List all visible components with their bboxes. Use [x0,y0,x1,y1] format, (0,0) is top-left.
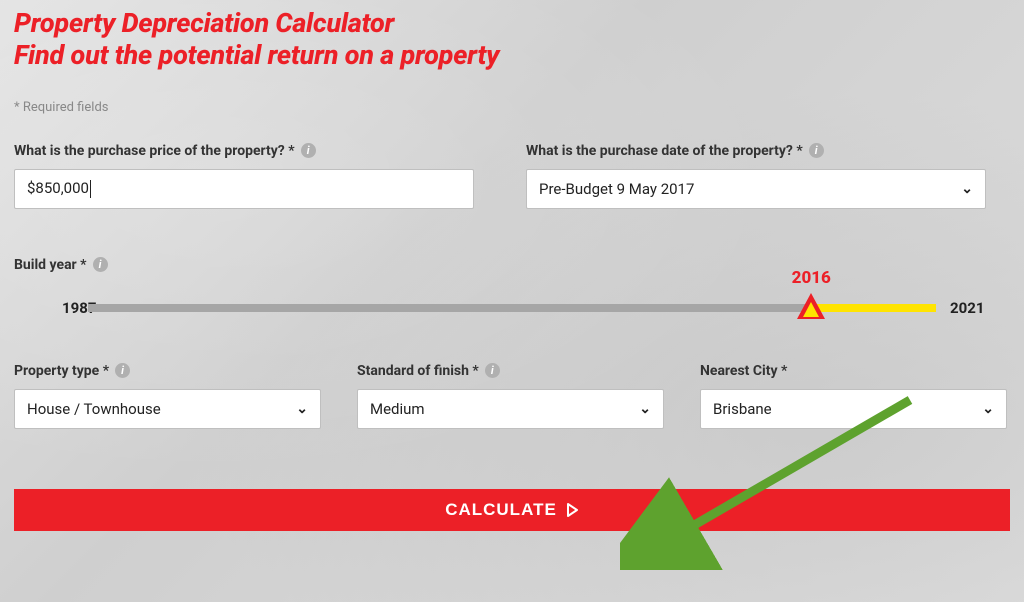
slider-fill [811,304,936,312]
label-text: Nearest City * [700,363,787,379]
purchase-price-input[interactable]: $850,000 [14,169,474,209]
chevron-down-icon: ⌄ [961,181,973,197]
slider-min-label: 1987 [14,299,74,317]
input-value: $850,000 [27,179,89,197]
slider-max-label: 2021 [950,299,1010,317]
play-icon [565,503,579,517]
select-value: Medium [370,400,425,418]
info-icon[interactable]: i [93,257,108,272]
label-property-type: Property type * i [14,363,321,379]
nearest-city-select[interactable]: Brisbane ⌄ [700,389,1007,429]
title-line-2: Find out the potential return on a prope… [14,39,499,71]
info-icon[interactable]: i [485,363,500,378]
label-purchase-price: What is the purchase price of the proper… [14,143,474,159]
chevron-down-icon: ⌄ [296,401,308,417]
button-label: CALCULATE [445,500,557,520]
label-text: Build year * [14,257,87,273]
select-value: Pre-Budget 9 May 2017 [539,180,694,198]
triangle-icon [795,291,827,321]
label-text: Standard of finish * [357,363,479,379]
label-nearest-city: Nearest City * [700,363,1007,379]
info-icon[interactable]: i [809,143,824,158]
select-value: House / Townhouse [27,400,161,418]
label-purchase-date: What is the purchase date of the propert… [526,143,986,159]
info-icon[interactable]: i [301,143,316,158]
label-standard-of-finish: Standard of finish * i [357,363,664,379]
slider-thumb[interactable] [795,291,827,325]
field-property-type: Property type * i House / Townhouse ⌄ [14,363,321,429]
field-purchase-price: What is the purchase price of the proper… [14,143,474,209]
field-build-year: Build year * i 1987 2016 2021 [14,257,1010,317]
calculate-button[interactable]: CALCULATE [14,489,1010,531]
chevron-down-icon: ⌄ [639,401,651,417]
standard-of-finish-select[interactable]: Medium ⌄ [357,389,664,429]
required-fields-note: * Required fields [14,100,1010,115]
page-title: Property Depreciation Calculator Find ou… [14,8,1010,72]
build-year-slider[interactable]: 2016 [88,304,936,312]
label-text: What is the purchase price of the proper… [14,143,295,159]
field-nearest-city: Nearest City * Brisbane ⌄ [700,363,1007,429]
label-build-year: Build year * i [14,257,1010,273]
info-icon[interactable]: i [115,363,130,378]
slider-value-label: 2016 [792,268,831,288]
field-purchase-date: What is the purchase date of the propert… [526,143,986,209]
field-standard-of-finish: Standard of finish * i Medium ⌄ [357,363,664,429]
purchase-date-select[interactable]: Pre-Budget 9 May 2017 ⌄ [526,169,986,209]
text-caret [90,180,91,198]
label-text: What is the purchase date of the propert… [526,143,803,159]
select-value: Brisbane [713,400,772,418]
property-type-select[interactable]: House / Townhouse ⌄ [14,389,321,429]
label-text: Property type * [14,363,109,379]
title-line-1: Property Depreciation Calculator [14,7,394,39]
chevron-down-icon: ⌄ [982,401,994,417]
